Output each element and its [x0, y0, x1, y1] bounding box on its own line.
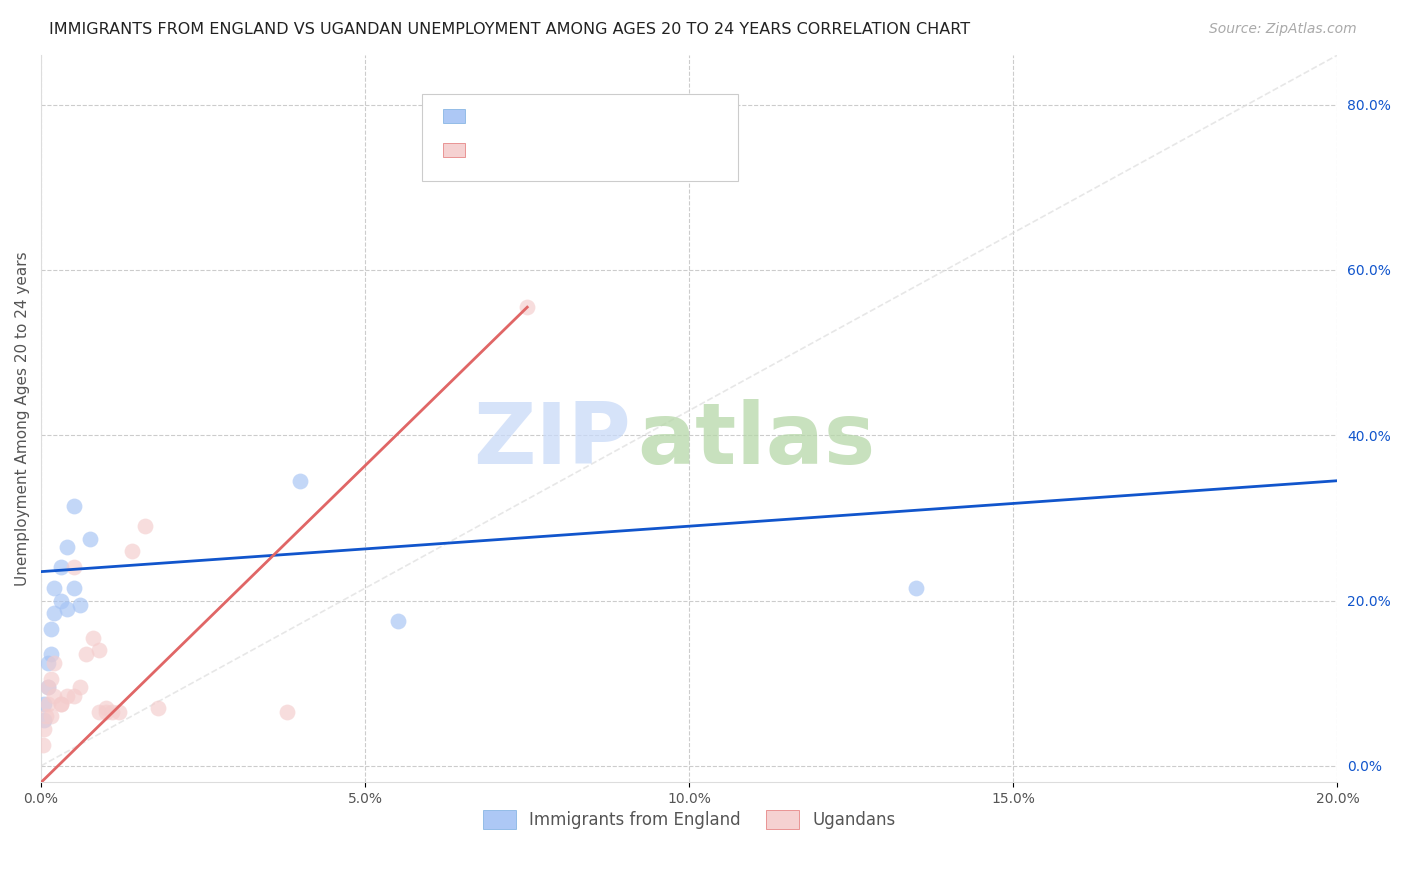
Point [56, 602, 79, 616]
Point [516, 300, 538, 314]
Point [290, 474, 312, 488]
Point [905, 581, 928, 595]
Text: N =: N = [572, 107, 624, 125]
Point [89, 705, 111, 719]
Point [42, 656, 65, 670]
Point [42, 689, 65, 703]
Point [37, 681, 59, 695]
Point [32, 738, 55, 752]
Point [89, 643, 111, 657]
Point [39, 709, 62, 723]
Point [94, 701, 117, 715]
Point [108, 705, 131, 719]
Point [37, 681, 59, 695]
Point [49, 697, 72, 711]
Text: IMMIGRANTS FROM ENGLAND VS UGANDAN UNEMPLOYMENT AMONG AGES 20 TO 24 YEARS CORREL: IMMIGRANTS FROM ENGLAND VS UGANDAN UNEMP… [49, 22, 970, 37]
Point [42, 581, 65, 595]
Point [62, 689, 84, 703]
Point [42, 606, 65, 620]
Point [56, 689, 79, 703]
Point [62, 499, 84, 513]
Point [146, 701, 169, 715]
Point [62, 581, 84, 595]
Point [69, 681, 91, 695]
Text: 0.131: 0.131 [515, 107, 571, 125]
Point [49, 560, 72, 574]
Point [276, 705, 298, 719]
Point [387, 614, 409, 628]
Point [39, 647, 62, 661]
Point [94, 705, 117, 719]
Point [34, 697, 56, 711]
Point [37, 656, 59, 670]
Text: atlas: atlas [637, 399, 876, 482]
Text: 28: 28 [612, 141, 637, 159]
Legend: Immigrants from England, Ugandans: Immigrants from England, Ugandans [477, 804, 903, 836]
Point [39, 623, 62, 637]
Point [79, 532, 101, 546]
Text: N =: N = [572, 141, 624, 159]
Point [34, 714, 56, 728]
Text: R =: R = [477, 107, 516, 125]
Point [134, 519, 156, 533]
Point [56, 540, 79, 554]
Point [37, 697, 59, 711]
Point [39, 672, 62, 686]
Point [121, 544, 143, 558]
Point [62, 560, 84, 574]
Text: Source: ZipAtlas.com: Source: ZipAtlas.com [1209, 22, 1357, 37]
Text: ZIP: ZIP [474, 399, 631, 482]
Point [49, 697, 72, 711]
Point [69, 598, 91, 612]
Point [35, 709, 58, 723]
Point [76, 647, 98, 661]
Text: 0.74: 0.74 [515, 141, 560, 159]
Point [82, 631, 104, 645]
Point [34, 722, 56, 736]
Text: 19: 19 [612, 107, 637, 125]
Text: R =: R = [477, 141, 516, 159]
Point [101, 705, 124, 719]
Y-axis label: Unemployment Among Ages 20 to 24 years: Unemployment Among Ages 20 to 24 years [15, 252, 30, 586]
Point [49, 593, 72, 607]
